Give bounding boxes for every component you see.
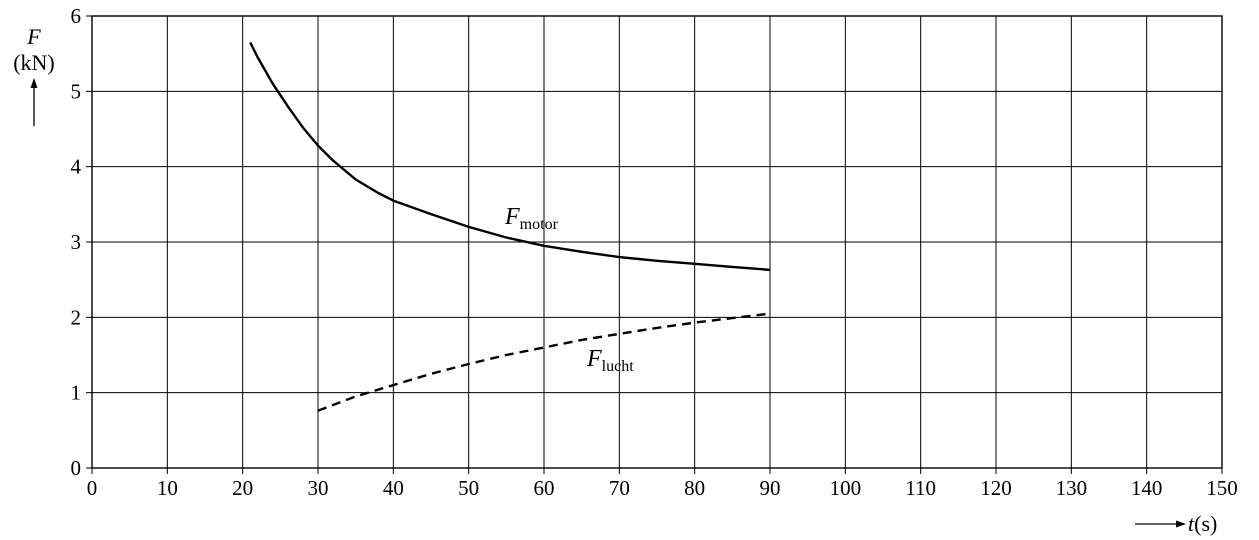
svg-text:t(s): t(s) (1188, 511, 1217, 536)
series-lines (249, 41, 771, 412)
x-tick-label: 70 (609, 476, 630, 500)
series-label-lucht-symbol: F (586, 346, 602, 372)
series-label-motor-sub: motor (520, 216, 559, 233)
y-tick-label: 3 (71, 230, 82, 254)
y-axis-unit: (kN) (13, 50, 55, 75)
x-tick-label: 20 (232, 476, 253, 500)
y-axis-arrow-icon (30, 78, 38, 126)
series-label-motor-symbol: F (504, 204, 520, 230)
y-tick-label: 0 (71, 456, 82, 480)
x-tick-label: 0 (87, 476, 98, 500)
y-tick-labels: 0 1 2 3 4 5 6 (71, 4, 82, 480)
y-tick-label: 4 (71, 155, 82, 179)
x-tick-label: 40 (383, 476, 404, 500)
series-line-motor (249, 41, 771, 272)
x-axis-symbol: t (1188, 511, 1195, 536)
x-tick-label: 10 (157, 476, 178, 500)
x-tick-label: 110 (905, 476, 936, 500)
x-tick-label: 80 (684, 476, 705, 500)
x-axis-arrow-icon (1135, 520, 1186, 528)
x-tick-label: 140 (1131, 476, 1163, 500)
x-tick-label: 130 (1056, 476, 1088, 500)
y-tick-label: 2 (71, 305, 82, 329)
grid (86, 15, 1223, 474)
x-axis-label: t(s) (1135, 511, 1217, 536)
series-line-lucht (317, 312, 771, 412)
x-tick-labels: 0 10 20 30 40 50 60 70 80 90 100 110 120 130 140 150 (87, 476, 1238, 500)
x-tick-label: 50 (458, 476, 479, 500)
series-label-motor: Fmotor (504, 204, 559, 233)
x-tick-label: 150 (1206, 476, 1238, 500)
y-tick-label: 1 (71, 381, 82, 405)
x-tick-label: 60 (534, 476, 555, 500)
x-axis-unit: (s) (1194, 511, 1217, 536)
y-axis-label: F (kN) (13, 24, 55, 126)
x-tick-label: 30 (308, 476, 329, 500)
x-tick-label: 120 (980, 476, 1012, 500)
x-tick-label: 90 (760, 476, 781, 500)
series-label-lucht-sub: lucht (602, 358, 635, 375)
y-tick-label: 5 (71, 79, 82, 103)
plot-frame (91, 15, 1223, 469)
x-tick-label: 100 (830, 476, 862, 500)
y-tick-label: 6 (71, 4, 82, 28)
series-label-lucht: Flucht (586, 346, 634, 375)
y-axis-symbol: F (26, 24, 41, 49)
